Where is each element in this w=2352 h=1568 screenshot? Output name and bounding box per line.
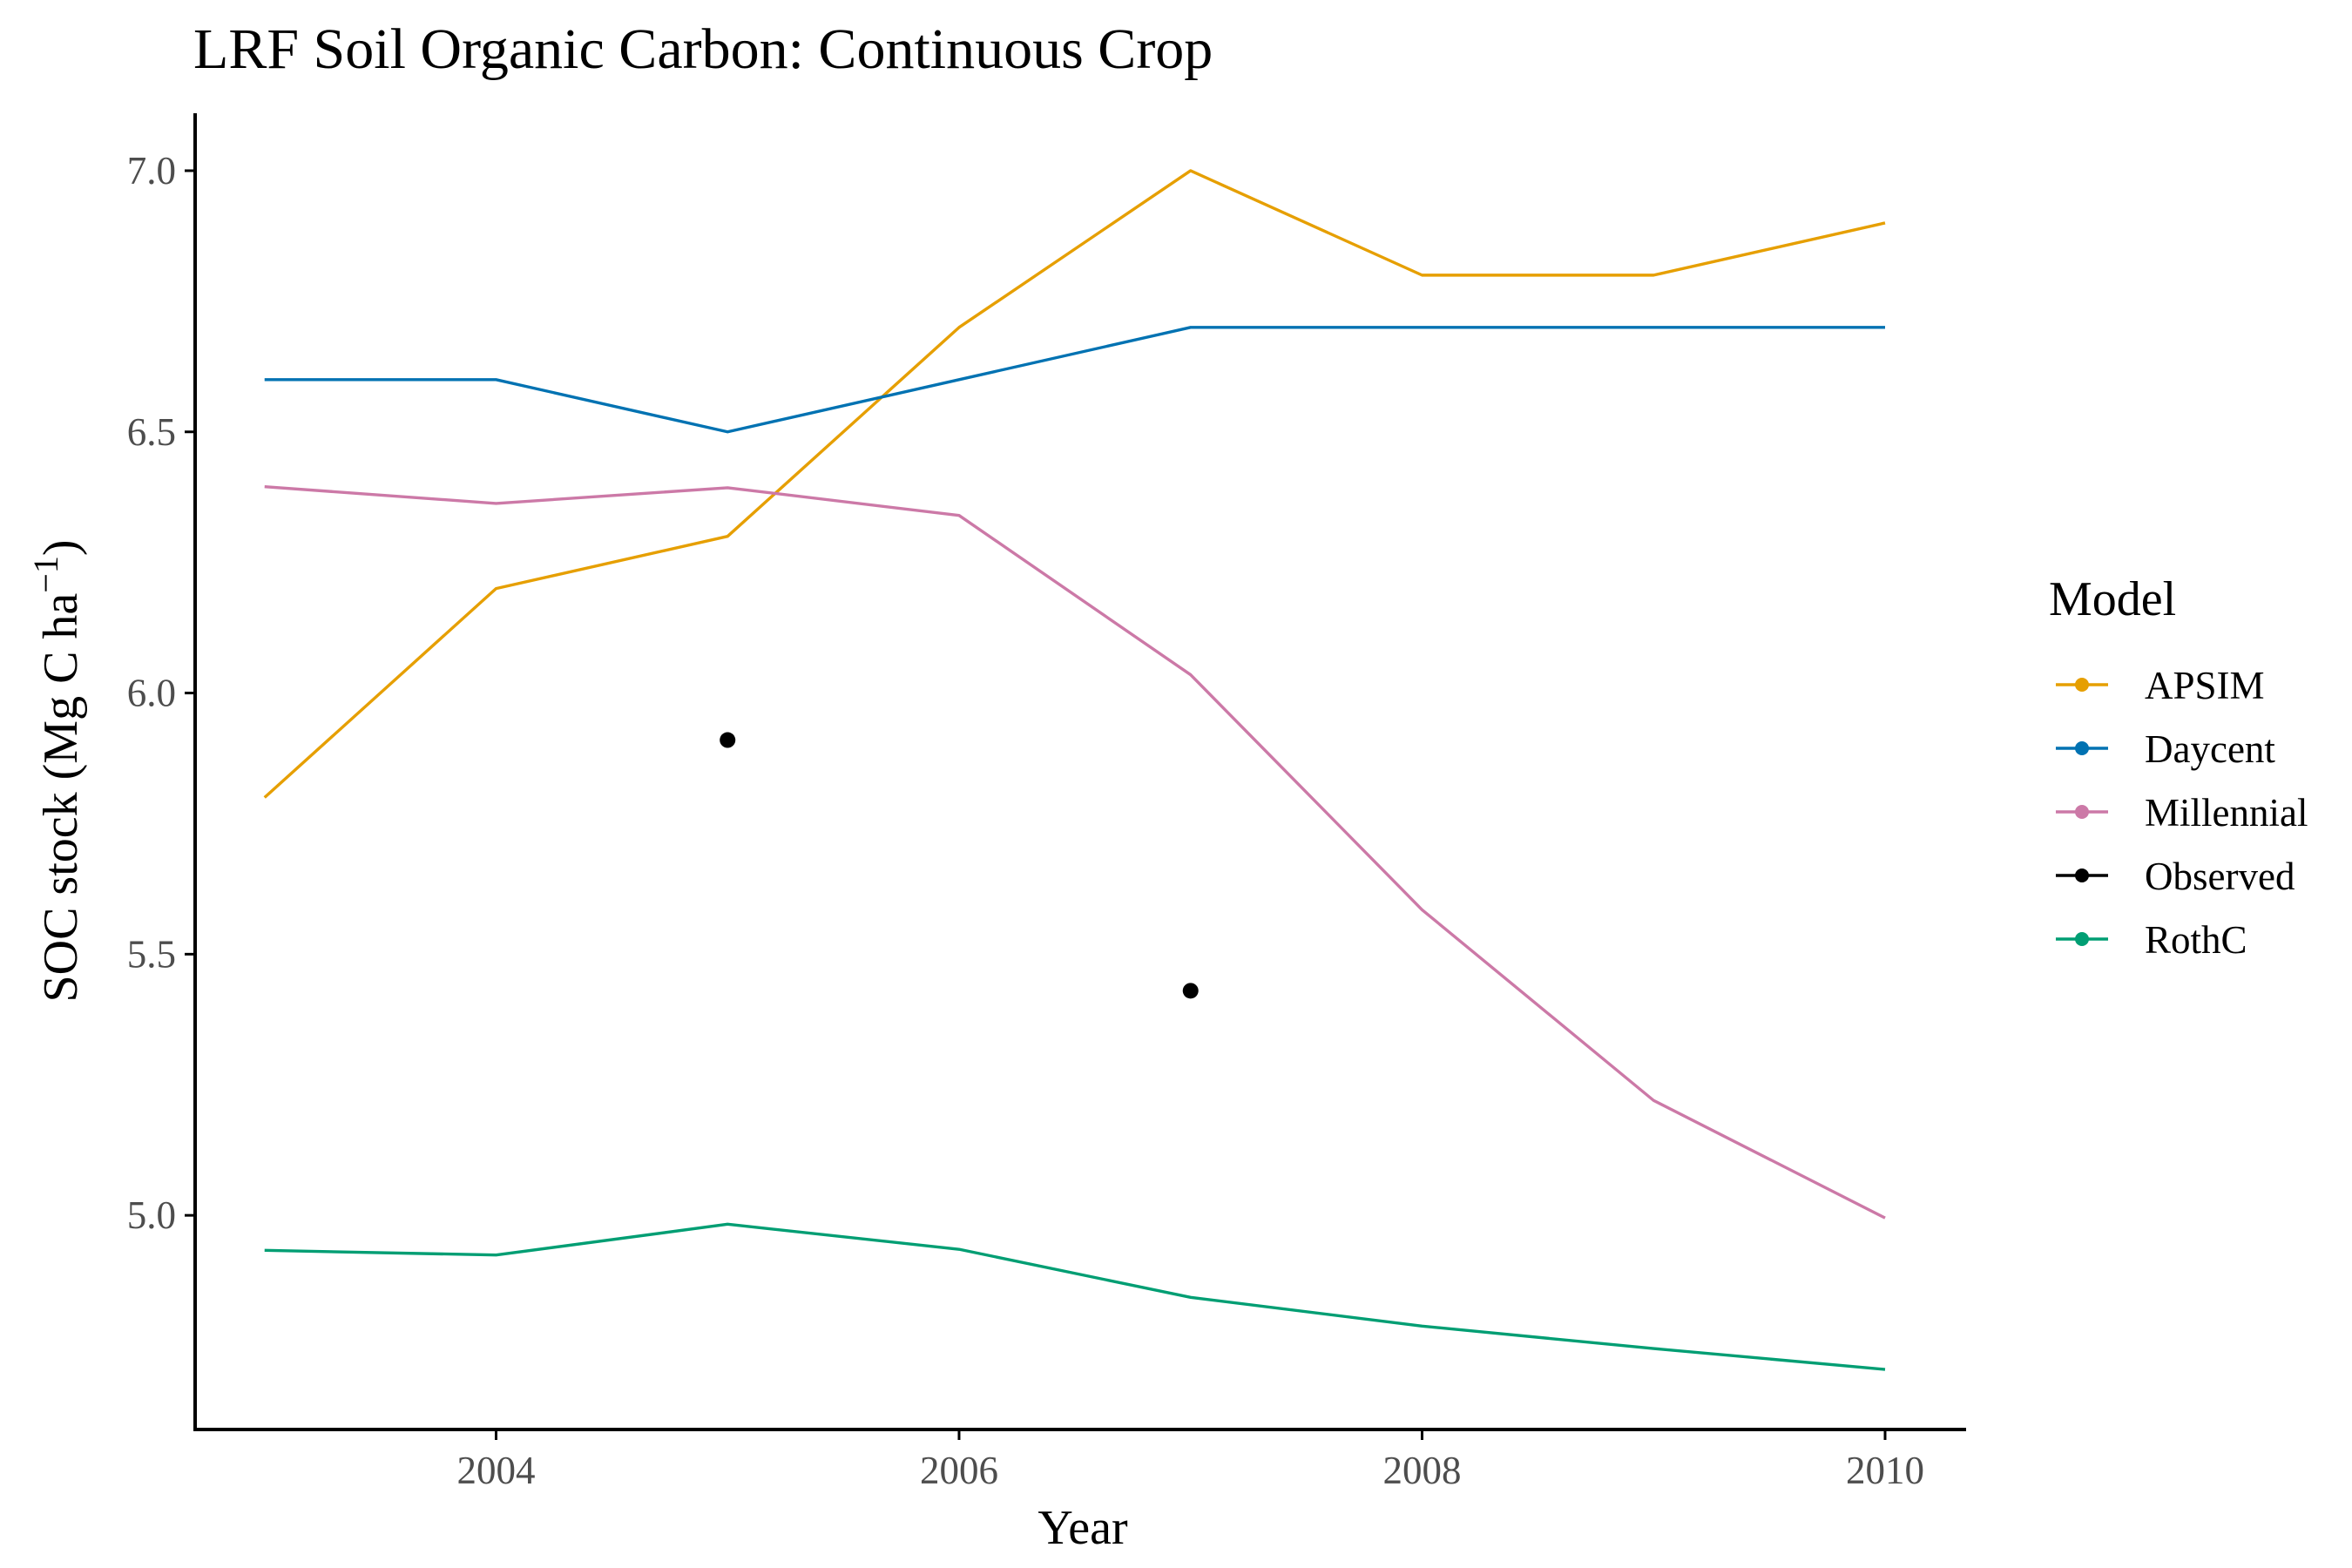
y-tick-label: 7.0 <box>127 149 176 193</box>
series-line-apsim <box>263 169 1886 799</box>
y-axis-title-main: SOC stock (Mg C ha <box>34 593 88 1003</box>
legend-key-point <box>2075 741 2089 755</box>
legend-item-rothc: RothC <box>2056 918 2247 962</box>
x-tick-label: 2010 <box>1846 1449 1924 1492</box>
legend-item-millennial: Millennial <box>2056 791 2308 835</box>
series-rothc <box>264 1222 1886 1371</box>
legend-label: Daycent <box>2145 727 2275 771</box>
legend-key-point <box>2075 678 2089 692</box>
x-axis-ticks: 2004 2006 2008 2010 <box>456 1429 1924 1492</box>
series-apsim <box>263 169 1886 799</box>
legend-label: APSIM <box>2145 664 2265 707</box>
y-axis-title-close: ) <box>34 539 88 556</box>
series-millennial <box>264 485 1886 1220</box>
y-axis-title-superscript: −1 <box>26 556 65 593</box>
legend-label: Millennial <box>2145 791 2308 835</box>
x-tick-label: 2008 <box>1382 1449 1461 1492</box>
chart-title: LRF Soil Organic Carbon: Continuous Crop <box>193 17 1213 81</box>
legend-title: Model <box>2049 572 2176 626</box>
legend-label: RothC <box>2145 918 2247 962</box>
x-tick-label: 2006 <box>920 1449 998 1492</box>
y-tick-label: 6.0 <box>127 672 176 715</box>
y-axis-title: SOC stock (Mg C ha−1) <box>26 539 88 1002</box>
x-tick-label: 2004 <box>456 1449 535 1492</box>
data-point-observed <box>720 732 736 748</box>
legend: APSIM Daycent Millennial Observed RothC <box>2056 664 2308 962</box>
legend-key-point <box>2075 805 2089 819</box>
legend-key-point <box>2075 932 2089 946</box>
series-line-millennial <box>264 485 1886 1220</box>
data-point-observed <box>1182 983 1199 999</box>
y-tick-label: 5.5 <box>127 932 176 976</box>
series-observed <box>720 732 1199 999</box>
legend-item-apsim: APSIM <box>2056 664 2265 707</box>
series-line-daycent <box>264 326 1885 434</box>
x-axis-title: Year <box>1037 1501 1128 1555</box>
series-daycent <box>264 326 1885 434</box>
legend-item-observed: Observed <box>2056 855 2295 898</box>
legend-item-daycent: Daycent <box>2056 727 2275 771</box>
y-tick-label: 6.5 <box>127 410 176 454</box>
y-tick-label: 5.0 <box>127 1193 176 1237</box>
legend-key-point <box>2075 868 2089 882</box>
y-axis-ticks: 5.0 5.5 6.0 6.5 7.0 <box>127 149 195 1237</box>
series-line-rothc <box>264 1222 1886 1371</box>
legend-label: Observed <box>2145 855 2295 898</box>
series-group <box>263 169 1886 1371</box>
